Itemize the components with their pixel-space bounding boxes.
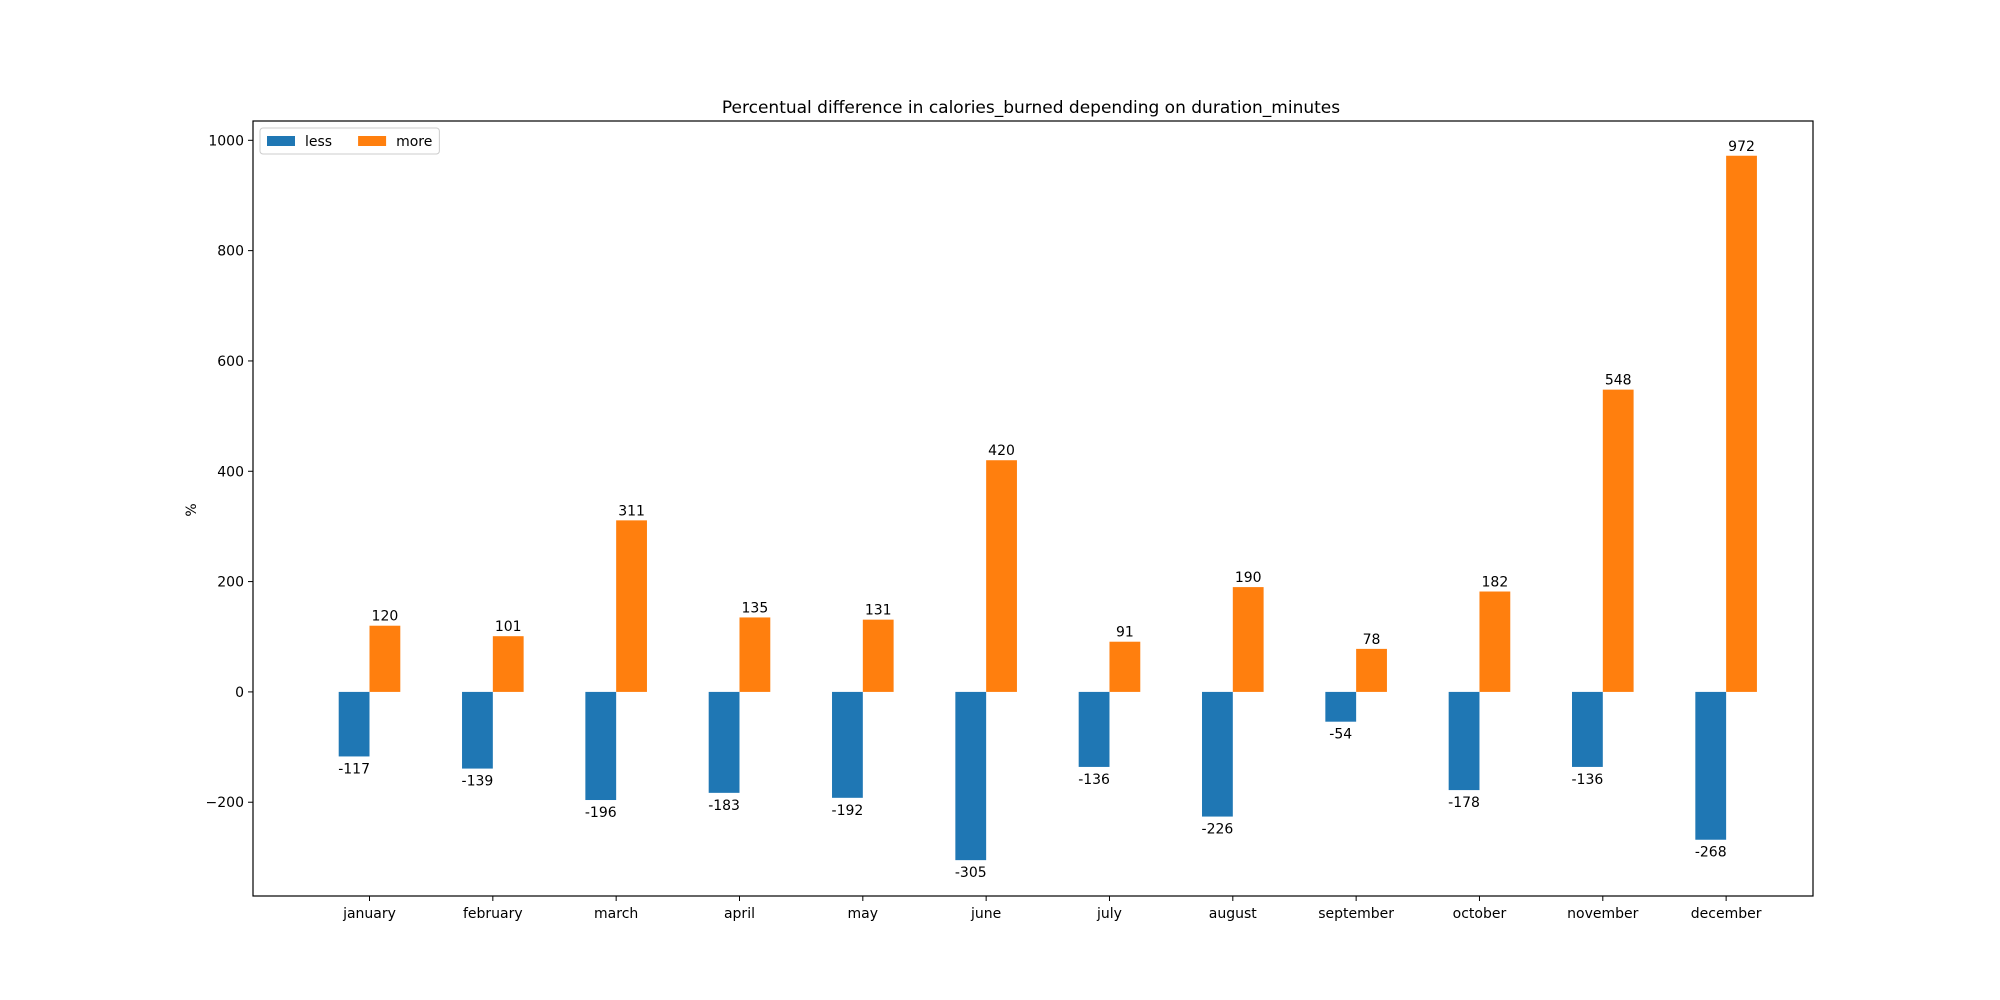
legend-swatch-more (358, 136, 387, 146)
bar-value-label: -268 (1695, 845, 1727, 861)
bar-more-september (1356, 648, 1387, 692)
bar-less-may (832, 691, 863, 798)
bar-value-label: -136 (1572, 772, 1604, 788)
x-tick-label: october (1453, 906, 1507, 922)
bar-less-december (1695, 691, 1727, 840)
x-tick-label: december (1691, 906, 1762, 922)
bar-value-label: 120 (372, 609, 399, 625)
bar-value-label: -117 (338, 761, 370, 777)
legend-box (259, 127, 440, 155)
bar-more-february (492, 636, 524, 692)
bars (338, 155, 1757, 861)
bar-value-label: 311 (618, 503, 645, 519)
bar-more-july (1109, 641, 1141, 692)
bar-value-label: -192 (832, 803, 864, 819)
bar-less-september (1325, 691, 1357, 722)
x-tick-label: march (594, 906, 638, 922)
bar-less-june (955, 691, 987, 861)
y-tick-label: 200 (217, 575, 244, 591)
bar-more-december (1726, 155, 1757, 692)
bar-less-november (1572, 691, 1603, 767)
y-tick-label: 1000 (208, 133, 244, 149)
bar-value-label: -178 (1448, 795, 1480, 811)
bar-value-label: 131 (865, 603, 892, 619)
bar-less-october (1448, 691, 1480, 791)
bar-more-may (862, 619, 894, 692)
bar-value-label: 182 (1482, 575, 1509, 591)
y-axis-label: % (184, 503, 200, 516)
y-tick-label: 800 (217, 244, 244, 260)
bar-less-july (1078, 691, 1110, 767)
bar-less-january (338, 691, 370, 757)
legend-swatch-less (267, 136, 295, 146)
x-tick-label: january (342, 906, 396, 922)
bar-value-label: 420 (988, 443, 1015, 459)
y-tick-label: 600 (217, 354, 244, 370)
x-tick-label: august (1209, 906, 1258, 922)
bar-value-label: 91 (1116, 625, 1134, 641)
bar-value-label: 548 (1605, 373, 1632, 389)
bar-less-february (462, 691, 493, 769)
chart-title: Percentual difference in calories_burned… (722, 98, 1340, 118)
bar-more-june (986, 460, 1017, 692)
x-tick-label: june (970, 906, 1001, 922)
bar-more-august (1232, 587, 1264, 692)
bar-value-label: 101 (495, 619, 522, 635)
x-tick-label: july (1096, 906, 1122, 922)
legend-label-more: more (396, 134, 432, 150)
y-tick-label: 400 (217, 464, 244, 480)
x-axis-ticks: january february march april may june july augu… (342, 896, 1762, 922)
bar-more-november (1602, 389, 1634, 692)
x-tick-label: february (463, 906, 523, 922)
y-tick-label: −200 (206, 795, 244, 811)
legend-label-less: less (305, 134, 332, 150)
x-tick-label: november (1567, 906, 1638, 922)
bar-value-label: -54 (1329, 727, 1352, 743)
bar-more-april (739, 617, 771, 692)
bar-more-january (369, 625, 401, 692)
x-tick-label: april (724, 906, 755, 922)
plot-area-frame (252, 120, 1814, 897)
legend: less more (259, 127, 440, 155)
bar-value-label: -226 (1202, 822, 1234, 838)
bar-labels: -117 -139 -196 -183 -192 -305 -136 -226 -54 -178 -… (338, 139, 1755, 881)
bar-value-label: 78 (1363, 632, 1381, 648)
bar-value-label: 190 (1235, 570, 1262, 586)
bar-value-label: -305 (955, 865, 987, 881)
bar-value-label: -136 (1078, 772, 1110, 788)
bar-more-march (616, 520, 647, 692)
bar-less-april (708, 691, 740, 793)
bar-value-label: -139 (462, 774, 494, 790)
y-tick-label: 0 (235, 685, 244, 701)
x-tick-label: september (1318, 906, 1394, 922)
bar-value-label: 135 (742, 600, 769, 616)
bar-more-october (1479, 591, 1511, 692)
y-axis-ticks: −200 0 200 400 600 800 1000 (206, 133, 253, 811)
bar-value-label: 972 (1728, 139, 1755, 155)
x-tick-label: may (848, 906, 879, 922)
bar-less-august (1202, 691, 1233, 817)
bar-value-label: -183 (708, 798, 740, 814)
bar-less-march (585, 691, 617, 801)
bar-value-label: -196 (585, 805, 617, 821)
